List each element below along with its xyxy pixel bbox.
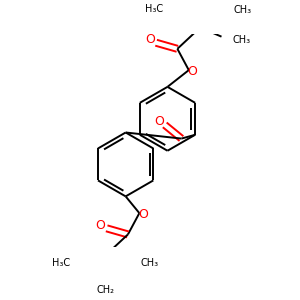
Text: CH₂: CH₂	[96, 285, 114, 295]
Text: O: O	[96, 219, 106, 232]
Text: CH₃: CH₃	[234, 5, 252, 15]
Text: H₃C: H₃C	[52, 258, 70, 268]
Text: O: O	[145, 33, 155, 46]
Text: CH₃: CH₃	[140, 258, 158, 268]
Text: H₃C: H₃C	[145, 4, 163, 14]
Text: O: O	[138, 208, 148, 221]
Text: O: O	[187, 65, 197, 78]
Text: CH₃: CH₃	[232, 35, 250, 45]
Text: O: O	[154, 115, 164, 128]
